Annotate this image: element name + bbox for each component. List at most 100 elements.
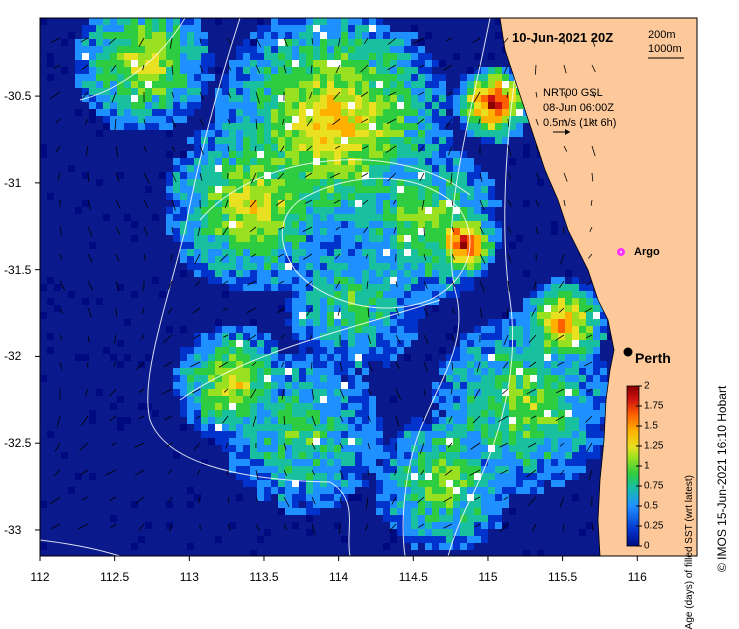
sst-cell: [439, 515, 446, 522]
sst-cell: [278, 179, 285, 186]
sst-cell: [180, 102, 187, 109]
sst-cell: [96, 46, 103, 53]
sst-cell: [481, 340, 488, 347]
sst-cell: [341, 403, 348, 410]
sst-cell: [397, 186, 404, 193]
sst-cell: [222, 270, 229, 277]
sst-cell: [579, 452, 586, 459]
sst-cell: [187, 382, 194, 389]
sst-cell: [285, 298, 292, 305]
sst-cell: [488, 235, 495, 242]
sst-cell: [362, 417, 369, 424]
sst-cell: [481, 214, 488, 221]
sst-cell: [390, 193, 397, 200]
sst-cell: [355, 410, 362, 417]
sst-cell: [229, 109, 236, 116]
sst-cell: [516, 102, 523, 109]
sst-cell: [320, 179, 327, 186]
sst-cell: [586, 382, 593, 389]
sst-cell: [537, 312, 544, 319]
sst-cell: [341, 277, 348, 284]
sst-cell: [320, 438, 327, 445]
sst-cell: [222, 235, 229, 242]
sst-cell: [481, 480, 488, 487]
sst-cell: [558, 277, 565, 284]
sst-cell: [495, 109, 502, 116]
sst-cell: [264, 473, 271, 480]
sst-cell: [488, 431, 495, 438]
sst-cell: [292, 452, 299, 459]
sst-cell: [348, 270, 355, 277]
sst-cell: [215, 235, 222, 242]
sst-cell: [481, 137, 488, 144]
sst-cell: [362, 256, 369, 263]
sst-cell: [488, 466, 495, 473]
sst-cell: [369, 95, 376, 102]
sst-cell: [404, 228, 411, 235]
sst-cell: [341, 102, 348, 109]
sst-cell: [327, 256, 334, 263]
sst-cell: [306, 529, 313, 536]
sst-cell: [509, 382, 516, 389]
sst-cell: [208, 151, 215, 158]
sst-cell: [376, 452, 383, 459]
sst-cell: [509, 445, 516, 452]
sst-cell: [173, 32, 180, 39]
sst-cell: [313, 165, 320, 172]
sst-cell: [299, 228, 306, 235]
sst-cell: [355, 256, 362, 263]
sst-cell: [341, 424, 348, 431]
sst-cell: [250, 382, 257, 389]
sst-cell: [68, 32, 75, 39]
sst-cell: [355, 88, 362, 95]
sst-cell: [201, 235, 208, 242]
sst-cell: [194, 46, 201, 53]
sst-cell: [306, 53, 313, 60]
sst-cell: [264, 221, 271, 228]
sst-cell: [467, 214, 474, 221]
sst-cell: [173, 193, 180, 200]
sst-cell: [453, 410, 460, 417]
sst-cell: [194, 25, 201, 32]
sst-cell: [110, 109, 117, 116]
sst-cell: [180, 109, 187, 116]
sst-cell: [166, 193, 173, 200]
sst-cell: [502, 522, 509, 529]
sst-cell: [306, 123, 313, 130]
sst-cell: [243, 375, 250, 382]
sst-cell: [369, 312, 376, 319]
sst-cell: [425, 123, 432, 130]
sst-cell: [572, 291, 579, 298]
sst-cell: [425, 487, 432, 494]
sst-cell: [390, 109, 397, 116]
sst-cell: [159, 46, 166, 53]
sst-cell: [334, 445, 341, 452]
sst-cell: [425, 137, 432, 144]
sst-cell: [306, 298, 313, 305]
sst-cell: [390, 536, 397, 543]
sst-cell: [334, 18, 341, 25]
sst-cell: [257, 130, 264, 137]
sst-cell: [565, 291, 572, 298]
sst-cell: [460, 179, 467, 186]
sst-cell: [313, 340, 320, 347]
sst-cell: [194, 242, 201, 249]
sst-cell: [313, 32, 320, 39]
sst-cell: [313, 277, 320, 284]
sst-cell: [362, 46, 369, 53]
sst-cell: [236, 53, 243, 60]
sst-cell: [544, 340, 551, 347]
sst-cell: [285, 81, 292, 88]
sst-cell: [355, 333, 362, 340]
sst-cell: [397, 39, 404, 46]
sst-cell: [236, 158, 243, 165]
sst-cell: [404, 480, 411, 487]
sst-cell: [425, 53, 432, 60]
sst-cell: [264, 95, 271, 102]
sst-cell: [467, 396, 474, 403]
sst-cell: [250, 46, 257, 53]
sst-cell: [166, 501, 173, 508]
sst-cell: [236, 46, 243, 53]
sst-cell: [362, 221, 369, 228]
perth-label: Perth: [635, 350, 671, 366]
